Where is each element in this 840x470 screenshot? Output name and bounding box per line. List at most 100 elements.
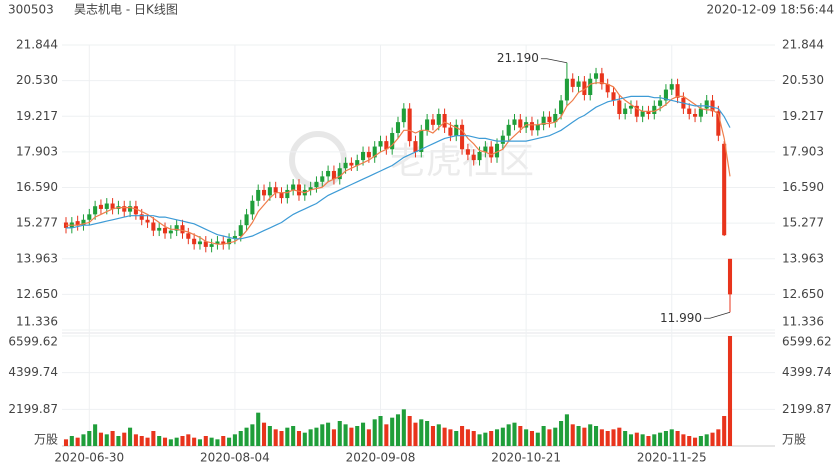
candle-body [471,154,476,161]
volume-bar [564,414,569,446]
candle-body [401,108,406,123]
volume-bar [535,432,540,446]
volume-tick-label: 2199.87 [8,402,58,416]
volume-bar [465,429,470,446]
candle-body [547,116,552,123]
candle-body [296,184,302,196]
volume-bar [151,430,156,446]
candle-body [675,84,680,98]
volume-bar [646,435,651,446]
volume-bar [93,424,98,446]
volume-bar [605,430,610,446]
volume-bar [436,424,441,446]
volume-bar [722,415,727,446]
volume-bar [81,434,86,446]
volume-bar [658,432,663,446]
candle-body [553,113,558,123]
annotation-label: 21.190 [497,51,539,65]
candle-body [378,141,383,147]
candle-body [221,241,226,245]
volume-bar [302,432,307,446]
volume-bar [681,434,686,446]
volume-bar [162,437,168,446]
candle-body [75,221,80,226]
volume-bar [471,430,476,446]
volume-bar [69,435,74,446]
volume-bar [116,435,121,446]
moving-average-line [66,95,731,240]
x-tick-label: 2020-10-21 [491,451,561,465]
volume-bar [524,429,529,446]
volume-bar [326,422,331,446]
candle-body [693,113,698,117]
candle-body [93,206,98,215]
y-tick-label-right: 20.530 [782,73,824,87]
volume-bar [454,430,459,446]
candle-body [477,151,482,161]
moving-average-line [66,82,731,245]
candle-body [448,127,453,136]
volume-bar [209,437,214,446]
volume-bar [611,429,616,446]
candle-body [267,187,272,196]
volume-bar [576,425,581,446]
candle-body [203,241,208,247]
volume-bar [384,424,389,446]
volume-bar [366,429,371,446]
volume-bar [640,434,645,446]
candle-body [390,132,395,150]
y-tick-label-right: 13.963 [782,251,824,265]
candle-body [355,160,360,166]
volume-bar [494,429,500,446]
volume-bar [128,427,133,446]
volume-bar [244,427,249,446]
candle-body [413,141,418,152]
candle-body [663,89,668,101]
volume-bar [197,439,203,446]
volume-bar [63,439,69,446]
candle-body [489,146,494,158]
candle-body [483,146,488,152]
candle-body [430,119,435,125]
volume-bar [669,429,674,446]
candle-body [559,100,564,114]
candle-body [465,149,470,155]
volume-bar [588,424,593,446]
volume-bar [623,430,628,446]
candle-body [326,170,331,177]
annotation-leader [704,311,731,319]
volume-bar [512,422,517,446]
volume-bar [133,434,138,446]
volume-bar [256,412,261,446]
volume-bar [361,422,366,446]
candle-body [314,181,319,188]
volume-bar [291,425,296,446]
candle-body [460,124,465,150]
candle-body [541,116,546,125]
volume-bar [104,434,109,446]
timestamp: 2020-12-09 18:56:44 [707,3,834,17]
volume-bar [122,432,127,446]
volume-bar [582,427,587,446]
volume-unit: 万股 [34,433,58,447]
y-tick-label-right: 15.277 [782,216,824,230]
volume-bar [687,435,692,446]
candle-body [628,105,634,109]
candle-body [623,108,628,114]
volume-tick-label-right: 4399.74 [782,365,832,379]
candle-body [646,111,651,114]
volume-bar [157,435,162,446]
volume-bar [227,437,232,446]
volume-bar [232,434,237,446]
volume-bar [425,420,430,446]
volume-bar [308,429,313,446]
candle-body [588,78,593,96]
candle-body [273,187,278,193]
volume-bar [390,417,395,446]
volume-bar [238,430,243,446]
volume-bar [279,430,284,446]
volume-bar [430,425,435,446]
candle-body [122,206,127,212]
candle-body [500,135,505,144]
